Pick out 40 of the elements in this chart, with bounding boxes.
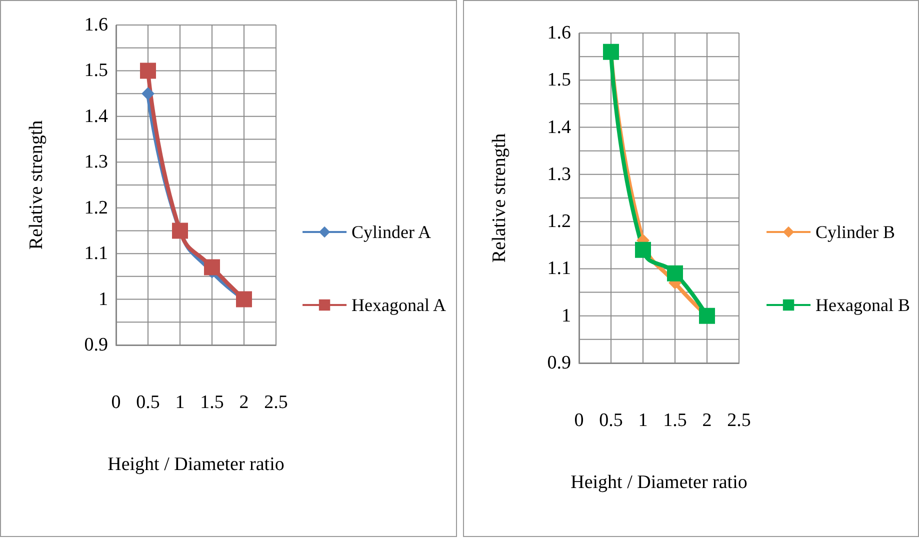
x-tick-label: 0.5 xyxy=(598,410,622,431)
y-tick-label: 0.9 xyxy=(546,352,570,374)
x-tick-label: 1.5 xyxy=(662,410,686,431)
legend-label: Hexagonal B xyxy=(815,295,910,315)
x-tick-label: 0 xyxy=(574,410,584,431)
y-tick-label: 1.2 xyxy=(546,211,570,232)
y-tick-label: 1 xyxy=(98,288,108,310)
x-tick-label: 2 xyxy=(239,392,249,413)
point xyxy=(666,265,682,282)
y-tick-label: 1.3 xyxy=(546,164,570,185)
y-tick-label: 1.1 xyxy=(84,243,108,264)
y-tick-label: 1.6 xyxy=(546,22,570,44)
legend-label: Cylinder B xyxy=(815,222,895,242)
x-tick-label: 2 xyxy=(702,410,712,431)
y-axis-title: Relative strength xyxy=(488,132,510,263)
x-axis-title: Height / Diameter ratio xyxy=(108,454,284,475)
x-tick-label: 1.5 xyxy=(200,392,224,413)
y-tick-label: 1.4 xyxy=(84,106,108,127)
legend-label: Hexagonal A xyxy=(352,295,446,315)
x-tick-label: 1 xyxy=(638,410,648,431)
point xyxy=(142,87,154,100)
y-tick-label: 1.3 xyxy=(84,152,108,173)
y-tick-label: 1 xyxy=(561,305,570,326)
point xyxy=(140,62,156,79)
y-tick-label: 1.5 xyxy=(84,60,108,82)
y-axis-title: Relative strength xyxy=(26,120,47,250)
y-tick-label: 1.2 xyxy=(84,197,108,218)
y-tick-label: 1.1 xyxy=(546,258,570,280)
y-tick-label: 1.4 xyxy=(546,116,571,138)
x-tick-label: 1 xyxy=(175,392,185,413)
legend-label: Cylinder A xyxy=(352,222,432,242)
y-tick-label: 1.6 xyxy=(84,14,108,36)
y-tick-label: 1.5 xyxy=(546,70,570,91)
x-tick-label: 2.5 xyxy=(726,410,750,431)
x-tick-label: 2.5 xyxy=(264,392,288,413)
x-tick-label: 0.5 xyxy=(136,392,160,413)
x-axis-title: Height / Diameter ratio xyxy=(570,472,747,493)
y-tick-label: 0.9 xyxy=(84,334,108,356)
point xyxy=(634,242,650,258)
x-tick-label: 0 xyxy=(111,392,121,413)
